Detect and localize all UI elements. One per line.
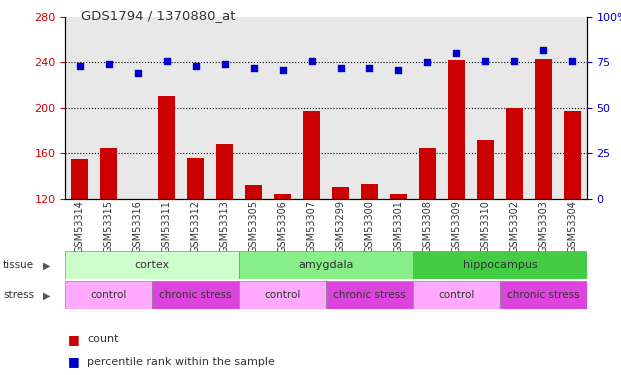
Bar xyxy=(326,281,413,309)
Bar xyxy=(500,281,587,309)
Text: ▶: ▶ xyxy=(43,290,50,300)
Text: tissue: tissue xyxy=(3,260,34,270)
Point xyxy=(161,57,171,63)
Bar xyxy=(535,59,552,199)
Bar xyxy=(419,148,436,199)
Bar xyxy=(477,140,494,199)
Point xyxy=(335,65,345,71)
Text: ▶: ▶ xyxy=(43,260,50,270)
Text: cortex: cortex xyxy=(135,260,170,270)
Bar xyxy=(152,281,239,309)
Point xyxy=(307,57,317,63)
Bar xyxy=(274,194,291,199)
Point xyxy=(538,46,548,53)
Text: control: control xyxy=(438,290,474,300)
Text: GDS1794 / 1370880_at: GDS1794 / 1370880_at xyxy=(81,9,235,22)
Point xyxy=(568,57,578,63)
Bar xyxy=(505,108,523,199)
Text: stress: stress xyxy=(3,290,34,300)
Bar xyxy=(158,96,175,199)
Bar xyxy=(245,185,262,199)
Bar xyxy=(187,158,204,199)
Point xyxy=(278,67,288,73)
Point xyxy=(133,70,143,76)
Bar xyxy=(448,60,465,199)
Text: percentile rank within the sample: percentile rank within the sample xyxy=(87,357,275,367)
Point xyxy=(104,61,114,67)
Text: control: control xyxy=(91,290,127,300)
Bar xyxy=(564,111,581,199)
Point xyxy=(451,50,461,56)
Point xyxy=(248,65,258,71)
Point xyxy=(422,59,432,65)
Bar xyxy=(361,184,378,199)
Point xyxy=(75,63,84,69)
Text: chronic stress: chronic stress xyxy=(160,290,232,300)
Text: hippocampus: hippocampus xyxy=(463,260,537,270)
Text: chronic stress: chronic stress xyxy=(333,290,406,300)
Text: ■: ■ xyxy=(68,333,80,346)
Bar xyxy=(413,251,587,279)
Bar xyxy=(100,148,117,199)
Point xyxy=(394,67,404,73)
Bar xyxy=(65,281,152,309)
Point xyxy=(481,57,491,63)
Bar xyxy=(71,159,88,199)
Bar xyxy=(413,281,500,309)
Text: count: count xyxy=(87,334,119,344)
Point xyxy=(220,61,230,67)
Bar xyxy=(332,188,349,199)
Bar xyxy=(216,144,233,199)
Text: ■: ■ xyxy=(68,356,80,368)
Bar xyxy=(65,251,239,279)
Point xyxy=(191,63,201,69)
Text: amygdala: amygdala xyxy=(298,260,354,270)
Point xyxy=(365,65,374,71)
Bar xyxy=(239,281,326,309)
Text: control: control xyxy=(265,290,301,300)
Bar xyxy=(303,111,320,199)
Bar xyxy=(239,251,413,279)
Bar xyxy=(390,194,407,199)
Point xyxy=(509,57,519,63)
Text: chronic stress: chronic stress xyxy=(507,290,579,300)
